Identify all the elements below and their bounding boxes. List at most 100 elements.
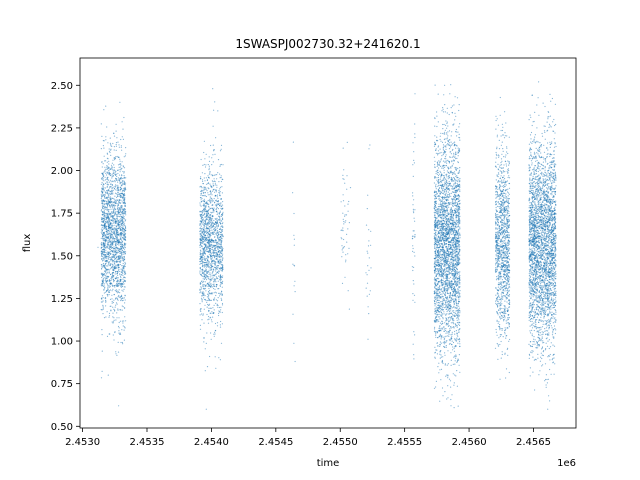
data-point [102, 239, 105, 241]
data-point [124, 273, 126, 275]
data-point [451, 164, 453, 166]
data-point [113, 260, 115, 262]
data-point [118, 257, 120, 259]
data-point [213, 281, 215, 283]
data-point [216, 252, 218, 254]
data-point [112, 231, 114, 233]
data-point [119, 279, 121, 282]
data-point [368, 240, 370, 242]
data-point [117, 351, 120, 353]
data-point [101, 281, 104, 283]
data-point [112, 334, 114, 336]
data-point [442, 107, 444, 109]
data-point [105, 305, 107, 307]
data-point [456, 182, 458, 184]
data-point [448, 195, 451, 197]
data-point [447, 199, 449, 201]
data-point [213, 239, 215, 242]
data-point [208, 299, 210, 302]
data-point [118, 207, 120, 209]
data-point [117, 285, 119, 287]
data-point [108, 294, 110, 296]
data-point [436, 179, 438, 181]
data-point [343, 178, 345, 180]
data-point [212, 251, 214, 253]
data-point [212, 154, 214, 156]
data-point [439, 325, 441, 327]
data-point [115, 261, 117, 263]
data-point [108, 148, 110, 150]
data-point [201, 219, 203, 221]
data-point [201, 257, 203, 259]
data-point [110, 305, 112, 307]
data-point [222, 222, 224, 224]
data-point [459, 219, 461, 221]
data-point [107, 287, 109, 289]
data-point [111, 321, 113, 323]
data-point [101, 309, 103, 311]
data-point [368, 229, 370, 231]
data-point [103, 257, 105, 260]
data-point [451, 143, 454, 145]
data-point [108, 160, 110, 162]
data-point [103, 292, 105, 294]
data-point [413, 212, 415, 214]
data-point [121, 241, 124, 243]
data-point [450, 334, 452, 336]
data-point [440, 328, 442, 330]
data-point [206, 271, 208, 273]
data-point [204, 258, 206, 260]
data-point [119, 169, 121, 171]
data-point [201, 242, 203, 244]
data-point [106, 190, 108, 192]
data-point [118, 258, 120, 260]
data-point [205, 186, 207, 188]
data-point [124, 261, 126, 263]
data-point [103, 239, 106, 241]
data-point [110, 190, 112, 192]
data-point [104, 160, 106, 162]
data-point [123, 116, 125, 119]
data-point [204, 216, 206, 218]
data-point [119, 252, 121, 254]
data-point [124, 232, 127, 234]
data-point [444, 272, 446, 274]
data-point [413, 283, 415, 285]
data-point [218, 219, 220, 221]
data-point [454, 96, 456, 98]
data-point [207, 164, 209, 166]
data-point [207, 210, 209, 212]
data-point [213, 150, 215, 152]
data-point [204, 236, 206, 238]
data-point [103, 214, 105, 216]
data-point [108, 192, 110, 194]
data-point [123, 242, 126, 244]
data-point [434, 305, 436, 307]
data-point [449, 218, 452, 220]
data-point [453, 278, 456, 280]
data-point [449, 276, 452, 278]
data-point [109, 186, 111, 188]
data-point [213, 335, 215, 337]
data-point [116, 224, 118, 226]
data-point [199, 272, 201, 274]
data-point [117, 341, 119, 343]
data-point [117, 279, 119, 281]
data-point [118, 195, 120, 197]
data-point [107, 224, 109, 226]
data-point [218, 237, 220, 239]
data-point [117, 192, 119, 194]
data-point [441, 322, 443, 324]
data-point [438, 286, 440, 288]
data-point [123, 216, 125, 218]
data-point [104, 286, 106, 288]
data-point [100, 231, 102, 233]
data-point [102, 194, 104, 197]
data-point [210, 299, 212, 301]
data-point [124, 182, 127, 184]
data-point [115, 267, 117, 269]
data-point [104, 170, 106, 172]
data-point [448, 113, 450, 116]
data-point [211, 262, 213, 264]
data-point [116, 292, 118, 294]
